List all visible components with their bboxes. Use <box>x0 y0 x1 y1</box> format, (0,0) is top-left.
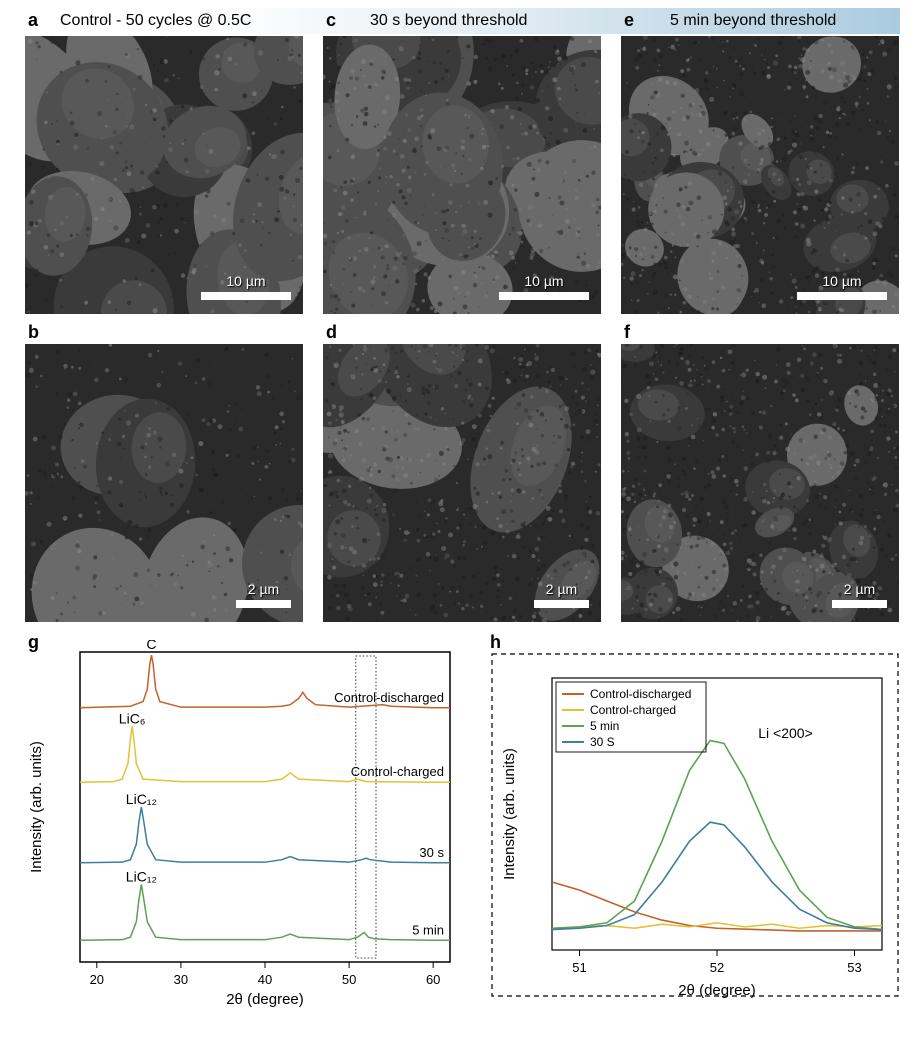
svg-text:Control-discharged: Control-discharged <box>590 687 691 701</box>
svg-text:2θ (degree): 2θ (degree) <box>678 982 756 999</box>
scalebar-text-f: 2 µm <box>844 581 875 597</box>
scalebar-d: 2 µm <box>534 581 589 608</box>
scalebar-b: 2 µm <box>236 581 291 608</box>
panel-label-a: a <box>28 10 38 31</box>
svg-text:Intensity (arb. units): Intensity (arb. units) <box>501 748 518 880</box>
scalebar-text-c: 10 µm <box>524 273 563 289</box>
chart-h-container: 51 52 53 2θ (degree) Intensity (arb. units) L… <box>490 640 900 1010</box>
svg-text:Control-charged: Control-charged <box>590 703 676 717</box>
svg-text:5 min: 5 min <box>412 922 444 937</box>
header-col-e: 5 min beyond threshold <box>670 12 836 30</box>
scalebar-c: 10 µm <box>499 273 589 300</box>
panel-label-e: e <box>624 10 634 31</box>
svg-text:5 min: 5 min <box>590 719 619 733</box>
sem-panel-b: 2 µm <box>25 344 303 622</box>
panel-label-f: f <box>624 322 630 343</box>
sem-panel-f: 2 µm <box>621 344 899 622</box>
sem-panel-e: 10 µm <box>621 36 899 314</box>
scalebar-f: 2 µm <box>832 581 887 608</box>
svg-text:20: 20 <box>90 972 104 987</box>
svg-text:30: 30 <box>174 972 188 987</box>
svg-text:53: 53 <box>847 960 861 975</box>
svg-text:C: C <box>146 640 156 652</box>
sem-panel-d: 2 µm <box>323 344 601 622</box>
sem-panel-a: 10 µm <box>25 36 303 314</box>
scalebar-e: 10 µm <box>797 273 887 300</box>
svg-text:LiC₆: LiC₆ <box>119 710 146 726</box>
panel-label-c: c <box>326 10 336 31</box>
scalebar-line-e <box>797 292 887 300</box>
svg-text:60: 60 <box>426 972 440 987</box>
scalebar-line-a <box>201 292 291 300</box>
panel-label-b: b <box>28 322 39 343</box>
svg-text:LiC₁₂: LiC₁₂ <box>126 868 157 884</box>
svg-text:2θ (degree): 2θ (degree) <box>226 991 304 1008</box>
svg-text:52: 52 <box>710 960 724 975</box>
chart-g-svg: 20 30 40 50 60 2θ (degree) Intensity (arb. uni… <box>25 640 460 1010</box>
svg-text:50: 50 <box>342 972 356 987</box>
svg-text:30 s: 30 s <box>419 845 444 860</box>
scalebar-text-e: 10 µm <box>822 273 861 289</box>
chart-g-container: 20 30 40 50 60 2θ (degree) Intensity (arb. uni… <box>25 640 460 1010</box>
scalebar-line-f <box>832 600 887 608</box>
scalebar-text-a: 10 µm <box>226 273 265 289</box>
svg-text:40: 40 <box>258 972 272 987</box>
header-col-a: Control - 50 cycles @ 0.5C <box>60 12 251 30</box>
svg-text:Control-discharged: Control-discharged <box>334 690 444 705</box>
scalebar-text-d: 2 µm <box>546 581 577 597</box>
svg-text:Intensity (arb. units): Intensity (arb. units) <box>28 741 45 873</box>
svg-text:Control-charged: Control-charged <box>351 764 444 779</box>
scalebar-line-c <box>499 292 589 300</box>
scalebar-line-d <box>534 600 589 608</box>
svg-text:30 S: 30 S <box>590 735 615 749</box>
svg-text:LiC₁₂: LiC₁₂ <box>126 791 157 807</box>
panel-label-d: d <box>326 322 337 343</box>
sem-panel-c: 10 µm <box>323 36 601 314</box>
scalebar-a: 10 µm <box>201 273 291 300</box>
chart-h-svg: 51 52 53 2θ (degree) Intensity (arb. units) L… <box>490 640 900 1010</box>
svg-text:Li <200>: Li <200> <box>758 725 813 741</box>
svg-text:51: 51 <box>572 960 586 975</box>
scalebar-text-b: 2 µm <box>248 581 279 597</box>
scalebar-line-b <box>236 600 291 608</box>
header-col-c: 30 s beyond threshold <box>370 12 527 30</box>
